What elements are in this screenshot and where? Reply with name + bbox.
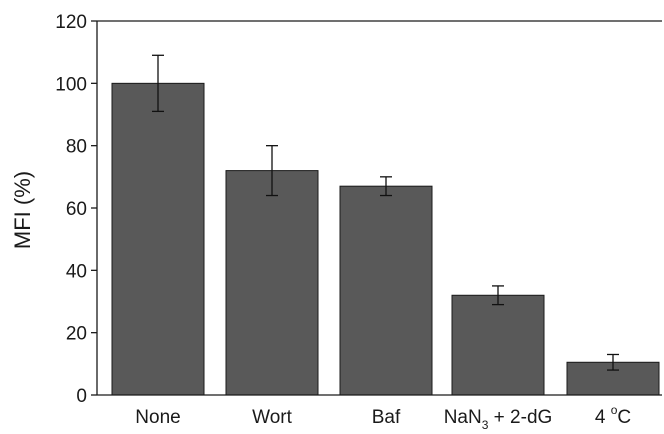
- y-axis-title: MFI (%): [10, 171, 35, 249]
- x-tick-label-none: None: [135, 407, 180, 428]
- bar: [225, 170, 319, 396]
- cold-rest: C: [617, 407, 631, 428]
- y-tick-label: 0: [76, 386, 87, 407]
- bars: [111, 82, 660, 396]
- y-ticks: 0 20 40 60 80 100 120: [55, 12, 97, 407]
- x-tick-label-baf: Baf: [372, 407, 401, 428]
- nan3-main: NaN: [444, 407, 482, 428]
- bar: [111, 82, 205, 396]
- nan3-sub: 3: [482, 418, 489, 432]
- y-tick-label: 100: [55, 74, 87, 95]
- bar: [339, 185, 433, 396]
- y-tick-label: 20: [66, 324, 87, 345]
- cold-sup: o: [611, 403, 618, 417]
- x-tick-label-wort: Wort: [252, 407, 292, 428]
- x-tick-labels: None Wort Baf NaN3 + 2-dG 4 oC: [135, 403, 631, 432]
- cold-main: 4: [595, 407, 611, 428]
- y-tick-label: 120: [55, 12, 87, 33]
- y-tick-label: 40: [66, 261, 87, 282]
- x-tick-label-4c: 4 oC: [595, 403, 631, 428]
- nan3-rest: + 2-dG: [488, 407, 552, 428]
- error-bars: [152, 54, 619, 371]
- bar: [451, 294, 545, 396]
- y-tick-label: 60: [66, 199, 87, 220]
- x-tick-label-nan3-2dg: NaN3 + 2-dG: [444, 407, 553, 432]
- y-tick-label: 80: [66, 137, 87, 158]
